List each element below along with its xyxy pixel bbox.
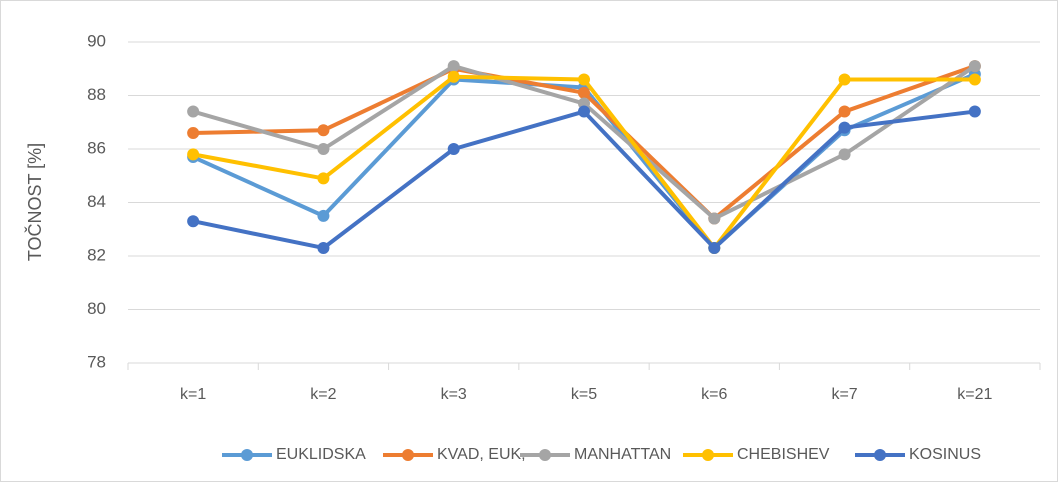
point <box>968 60 981 73</box>
legend-marker <box>874 449 886 461</box>
point <box>317 241 330 254</box>
point <box>447 70 460 83</box>
legend-label: KVAD, EUK, <box>437 446 526 463</box>
legend-label: MANHATTAN <box>574 446 671 463</box>
x-tick-label: k=3 <box>441 386 467 403</box>
legend-label: KOSINUS <box>909 446 981 463</box>
y-axis-label: TOČNOST [%] <box>24 143 45 261</box>
point <box>578 73 590 86</box>
x-tick-label: k=7 <box>831 386 857 403</box>
point <box>187 215 200 228</box>
y-tick-label: 78 <box>87 352 106 371</box>
point <box>578 86 590 99</box>
point <box>317 143 330 155</box>
x-tick-label: k=5 <box>571 386 597 403</box>
point <box>317 124 330 137</box>
legend-label: EUKLIDSKA <box>276 446 366 463</box>
point <box>838 121 851 134</box>
point <box>447 143 460 155</box>
x-tick-label: k=1 <box>180 386 206 403</box>
point <box>317 172 330 185</box>
point <box>578 105 590 118</box>
legend-marker <box>539 449 551 461</box>
y-tick-label: 90 <box>87 31 106 50</box>
y-tick-label: 86 <box>87 138 106 157</box>
point <box>317 209 330 222</box>
point <box>838 148 851 161</box>
point <box>187 126 200 139</box>
point <box>968 73 981 86</box>
legend-marker <box>241 449 253 461</box>
point <box>187 105 200 118</box>
legend-label: CHEBISHEV <box>737 446 830 463</box>
legend-marker <box>402 449 414 461</box>
legend-marker <box>702 449 714 461</box>
x-tick-label: k=2 <box>310 386 336 403</box>
point <box>838 73 851 86</box>
x-tick-label: k=6 <box>701 386 727 403</box>
x-tick-label: k=21 <box>957 386 992 403</box>
y-tick-label: 82 <box>87 245 106 264</box>
point <box>708 241 721 254</box>
point <box>708 212 721 225</box>
point <box>447 60 460 73</box>
point <box>187 148 200 161</box>
y-tick-label: 84 <box>87 192 106 211</box>
y-tick-label: 80 <box>87 299 106 318</box>
y-tick-label: 88 <box>87 85 106 104</box>
point <box>968 105 981 118</box>
point <box>838 105 851 118</box>
